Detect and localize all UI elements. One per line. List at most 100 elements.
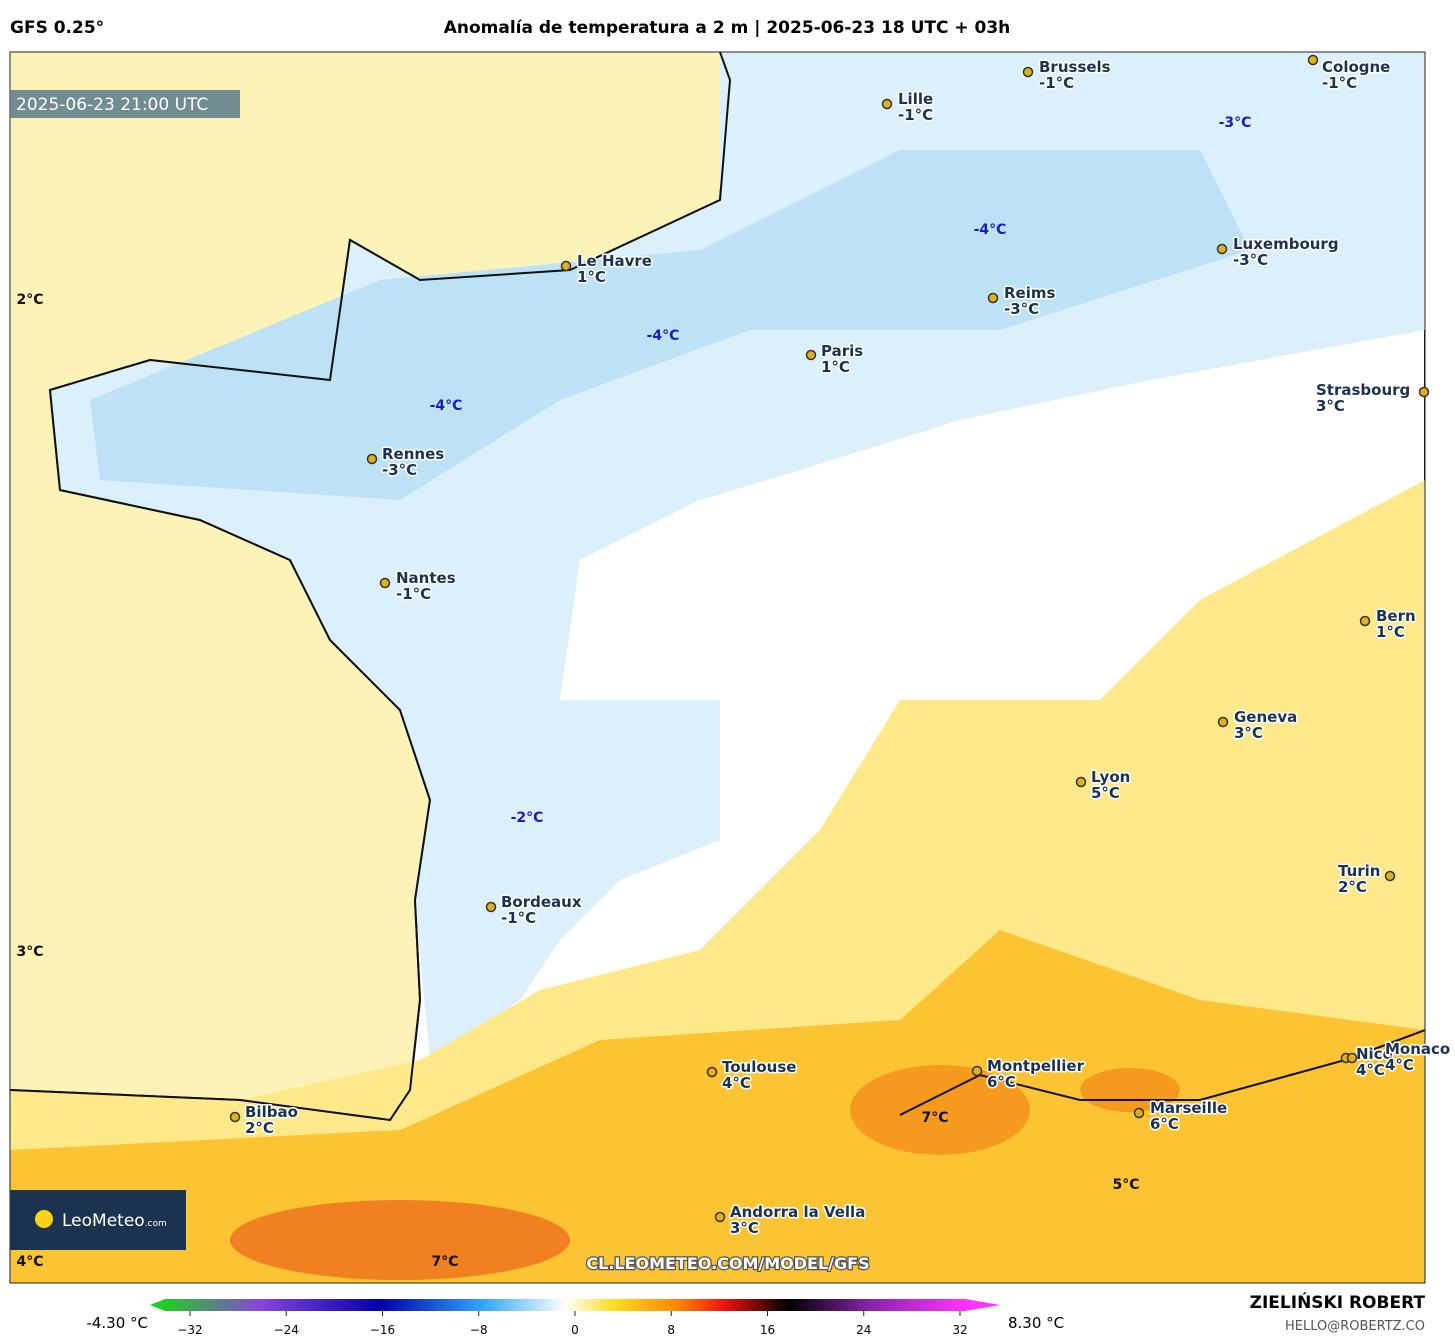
map (10, 52, 1425, 1283)
logo-sun (35, 1210, 53, 1228)
city-name: Lille (898, 90, 933, 108)
city-dot (560, 260, 572, 272)
coastline (899, 1029, 1425, 1116)
colorbar (165, 1299, 965, 1311)
city-value: 2°C (1338, 878, 1367, 896)
city-name: Le Havre (577, 252, 652, 270)
city-dot (971, 1065, 983, 1077)
timestamp-box (10, 90, 240, 118)
city-value: -3°C (1233, 251, 1268, 269)
city-name: Bilbao (245, 1103, 298, 1121)
city-value: 6°C (1150, 1115, 1179, 1133)
city-value: 4°C (1385, 1056, 1414, 1074)
city-value: 2°C (245, 1119, 274, 1137)
logo: LeoMeteo.com (62, 1211, 167, 1231)
city-value: 1°C (1376, 623, 1405, 641)
city-dot (1418, 386, 1430, 398)
city-dot (987, 292, 999, 304)
city-value: -1°C (396, 585, 431, 603)
city-value: -3°C (382, 461, 417, 479)
city-dot (366, 453, 378, 465)
city-value: 3°C (730, 1219, 759, 1237)
city-dot (1022, 66, 1034, 78)
city-dot (805, 349, 817, 361)
city-name: Toulouse (722, 1058, 796, 1076)
timestamp: 2025-06-23 21:00 UTC (16, 95, 208, 115)
colorbar-tick-label: −16 (370, 1323, 395, 1337)
hot-area (10, 930, 1425, 1283)
city-dot (1346, 1052, 1358, 1064)
anomaly-label: 4°C (16, 1254, 43, 1270)
colorbar-tick-label: −32 (177, 1323, 202, 1337)
city-value: 6°C (987, 1073, 1016, 1091)
colorbar-tick-label: 32 (952, 1323, 967, 1337)
colorbar-tick-label: 0 (571, 1323, 579, 1337)
hot-spot (850, 1065, 1030, 1155)
model-name: GFS 0.25° (10, 18, 104, 38)
city-name: Bern (1376, 607, 1416, 625)
city-value: 5°C (1091, 784, 1120, 802)
city-value: 3°C (1234, 724, 1263, 742)
watermark: CL.LEOMETEO.COM/MODEL/GFS (586, 1254, 869, 1273)
colorbar-tick-label: −8 (470, 1323, 488, 1337)
colorbar-max: 8.30 °C (1008, 1314, 1064, 1332)
colorbar-end (150, 1299, 165, 1311)
city-name: Cologne (1322, 58, 1390, 76)
city-dot (1075, 776, 1087, 788)
city-value: -3°C (1004, 300, 1039, 318)
anomaly-label: 7°C (431, 1254, 458, 1270)
coastline (10, 52, 732, 1122)
city-value: -1°C (1322, 74, 1357, 92)
cold-area (90, 150, 1250, 500)
city-value: -1°C (501, 909, 536, 927)
city-name: Bordeaux (501, 893, 582, 911)
colorbar-tick-label: −24 (274, 1323, 299, 1337)
city-dot (485, 901, 497, 913)
city-name: Rennes (382, 445, 444, 463)
city-dot (706, 1066, 718, 1078)
city-value: 4°C (722, 1074, 751, 1092)
city-dot (1307, 54, 1319, 66)
anomaly-label: 2°C (16, 292, 43, 308)
city-dot (714, 1211, 726, 1223)
anomaly-label: -4°C (974, 222, 1007, 238)
city-name: Marseille (1150, 1099, 1227, 1117)
city-dot (1359, 615, 1371, 627)
colorbar-tick-label: 8 (667, 1323, 675, 1337)
city-name: Strasbourg (1316, 381, 1410, 399)
anomaly-label: 7°C (921, 1110, 948, 1126)
city-value: -1°C (898, 106, 933, 124)
city-value: 3°C (1316, 397, 1345, 415)
logo-suffix: .com (145, 1219, 167, 1229)
city-name: Luxembourg (1233, 235, 1339, 253)
city-name: Montpellier (987, 1057, 1085, 1075)
hot-spot (230, 1200, 570, 1280)
city-name: Turin (1338, 862, 1380, 880)
colorbar-min: -4.30 °C (86, 1314, 148, 1332)
city-dot (881, 98, 893, 110)
city-dot (1133, 1107, 1145, 1119)
city-dot (379, 577, 391, 589)
city-value: -1°C (1039, 74, 1074, 92)
city-dot (229, 1111, 241, 1123)
city-value: 1°C (821, 358, 850, 376)
city-value: 4°C (1356, 1061, 1385, 1079)
city-name: Nantes (396, 569, 456, 587)
city-name: Geneva (1234, 708, 1297, 726)
city-name: Reims (1004, 284, 1055, 302)
author: ZIELIŃSKI ROBERT (1250, 1291, 1426, 1313)
colorbar-tick-label: 24 (856, 1323, 871, 1337)
colorbar-tick-label: 16 (760, 1323, 775, 1337)
city-dot (1217, 716, 1229, 728)
anomaly-label: -3°C (1219, 115, 1252, 131)
map-title: Anomalía de temperatura a 2 m | 2025-06-… (444, 18, 1011, 38)
anomaly-label: -4°C (430, 398, 463, 414)
city-name: Monaco (1385, 1040, 1450, 1058)
city-name: Lyon (1091, 768, 1130, 786)
colorbar-end (965, 1299, 1000, 1311)
city-dot (1384, 870, 1396, 882)
city-name: Andorra la Vella (730, 1203, 865, 1221)
city-value: 1°C (577, 268, 606, 286)
